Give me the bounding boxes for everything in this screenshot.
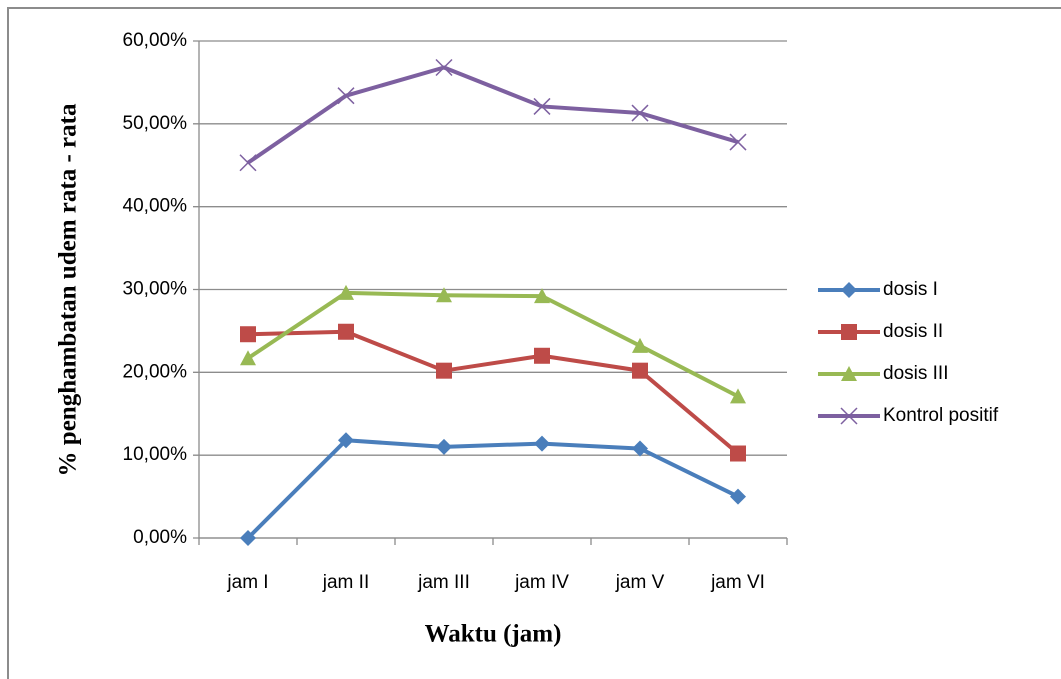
y-tick-label: 40,00% xyxy=(123,196,188,217)
y-tick-label: 60,00% xyxy=(123,30,188,51)
x-tick-label: jam II xyxy=(322,572,369,593)
marker xyxy=(632,338,648,353)
marker xyxy=(632,363,648,379)
y-tick-label: 30,00% xyxy=(123,279,188,300)
y-tick-label: 20,00% xyxy=(123,361,188,382)
marker xyxy=(841,324,857,340)
marker xyxy=(730,446,746,462)
y-axis-title: % penghambatan udem rata - rata xyxy=(55,103,82,476)
x-tick-label: jam VI xyxy=(710,572,765,593)
x-tick-label: jam V xyxy=(615,572,665,593)
marker xyxy=(436,439,452,455)
series-line xyxy=(248,293,738,397)
marker xyxy=(730,388,746,403)
marker xyxy=(338,324,354,340)
y-tick-label: 50,00% xyxy=(123,113,188,134)
chart: Waktu (jam) % penghambatan udem rata - r… xyxy=(0,0,1061,679)
series-line xyxy=(248,68,738,163)
x-tick-label: jam III xyxy=(417,572,470,593)
marker xyxy=(534,348,550,364)
x-axis-title: Waktu (jam) xyxy=(425,621,562,648)
x-tick-label: jam IV xyxy=(514,572,569,593)
marker xyxy=(240,155,256,171)
marker xyxy=(436,363,452,379)
marker xyxy=(240,326,256,342)
legend-label: Kontrol positif xyxy=(883,405,999,426)
legend-label: dosis I xyxy=(883,279,938,300)
series-line xyxy=(248,332,738,454)
legend-label: dosis III xyxy=(883,363,948,384)
x-tick-label: jam I xyxy=(226,572,268,593)
y-tick-label: 10,00% xyxy=(123,444,188,465)
marker xyxy=(534,436,550,452)
legend-label: dosis II xyxy=(883,321,943,342)
marker xyxy=(841,282,857,298)
page: {"chart_data": {"type": "line", "x_label… xyxy=(0,0,1061,679)
marker xyxy=(632,441,648,457)
y-tick-label: 0,00% xyxy=(133,527,187,548)
marker xyxy=(730,489,746,505)
